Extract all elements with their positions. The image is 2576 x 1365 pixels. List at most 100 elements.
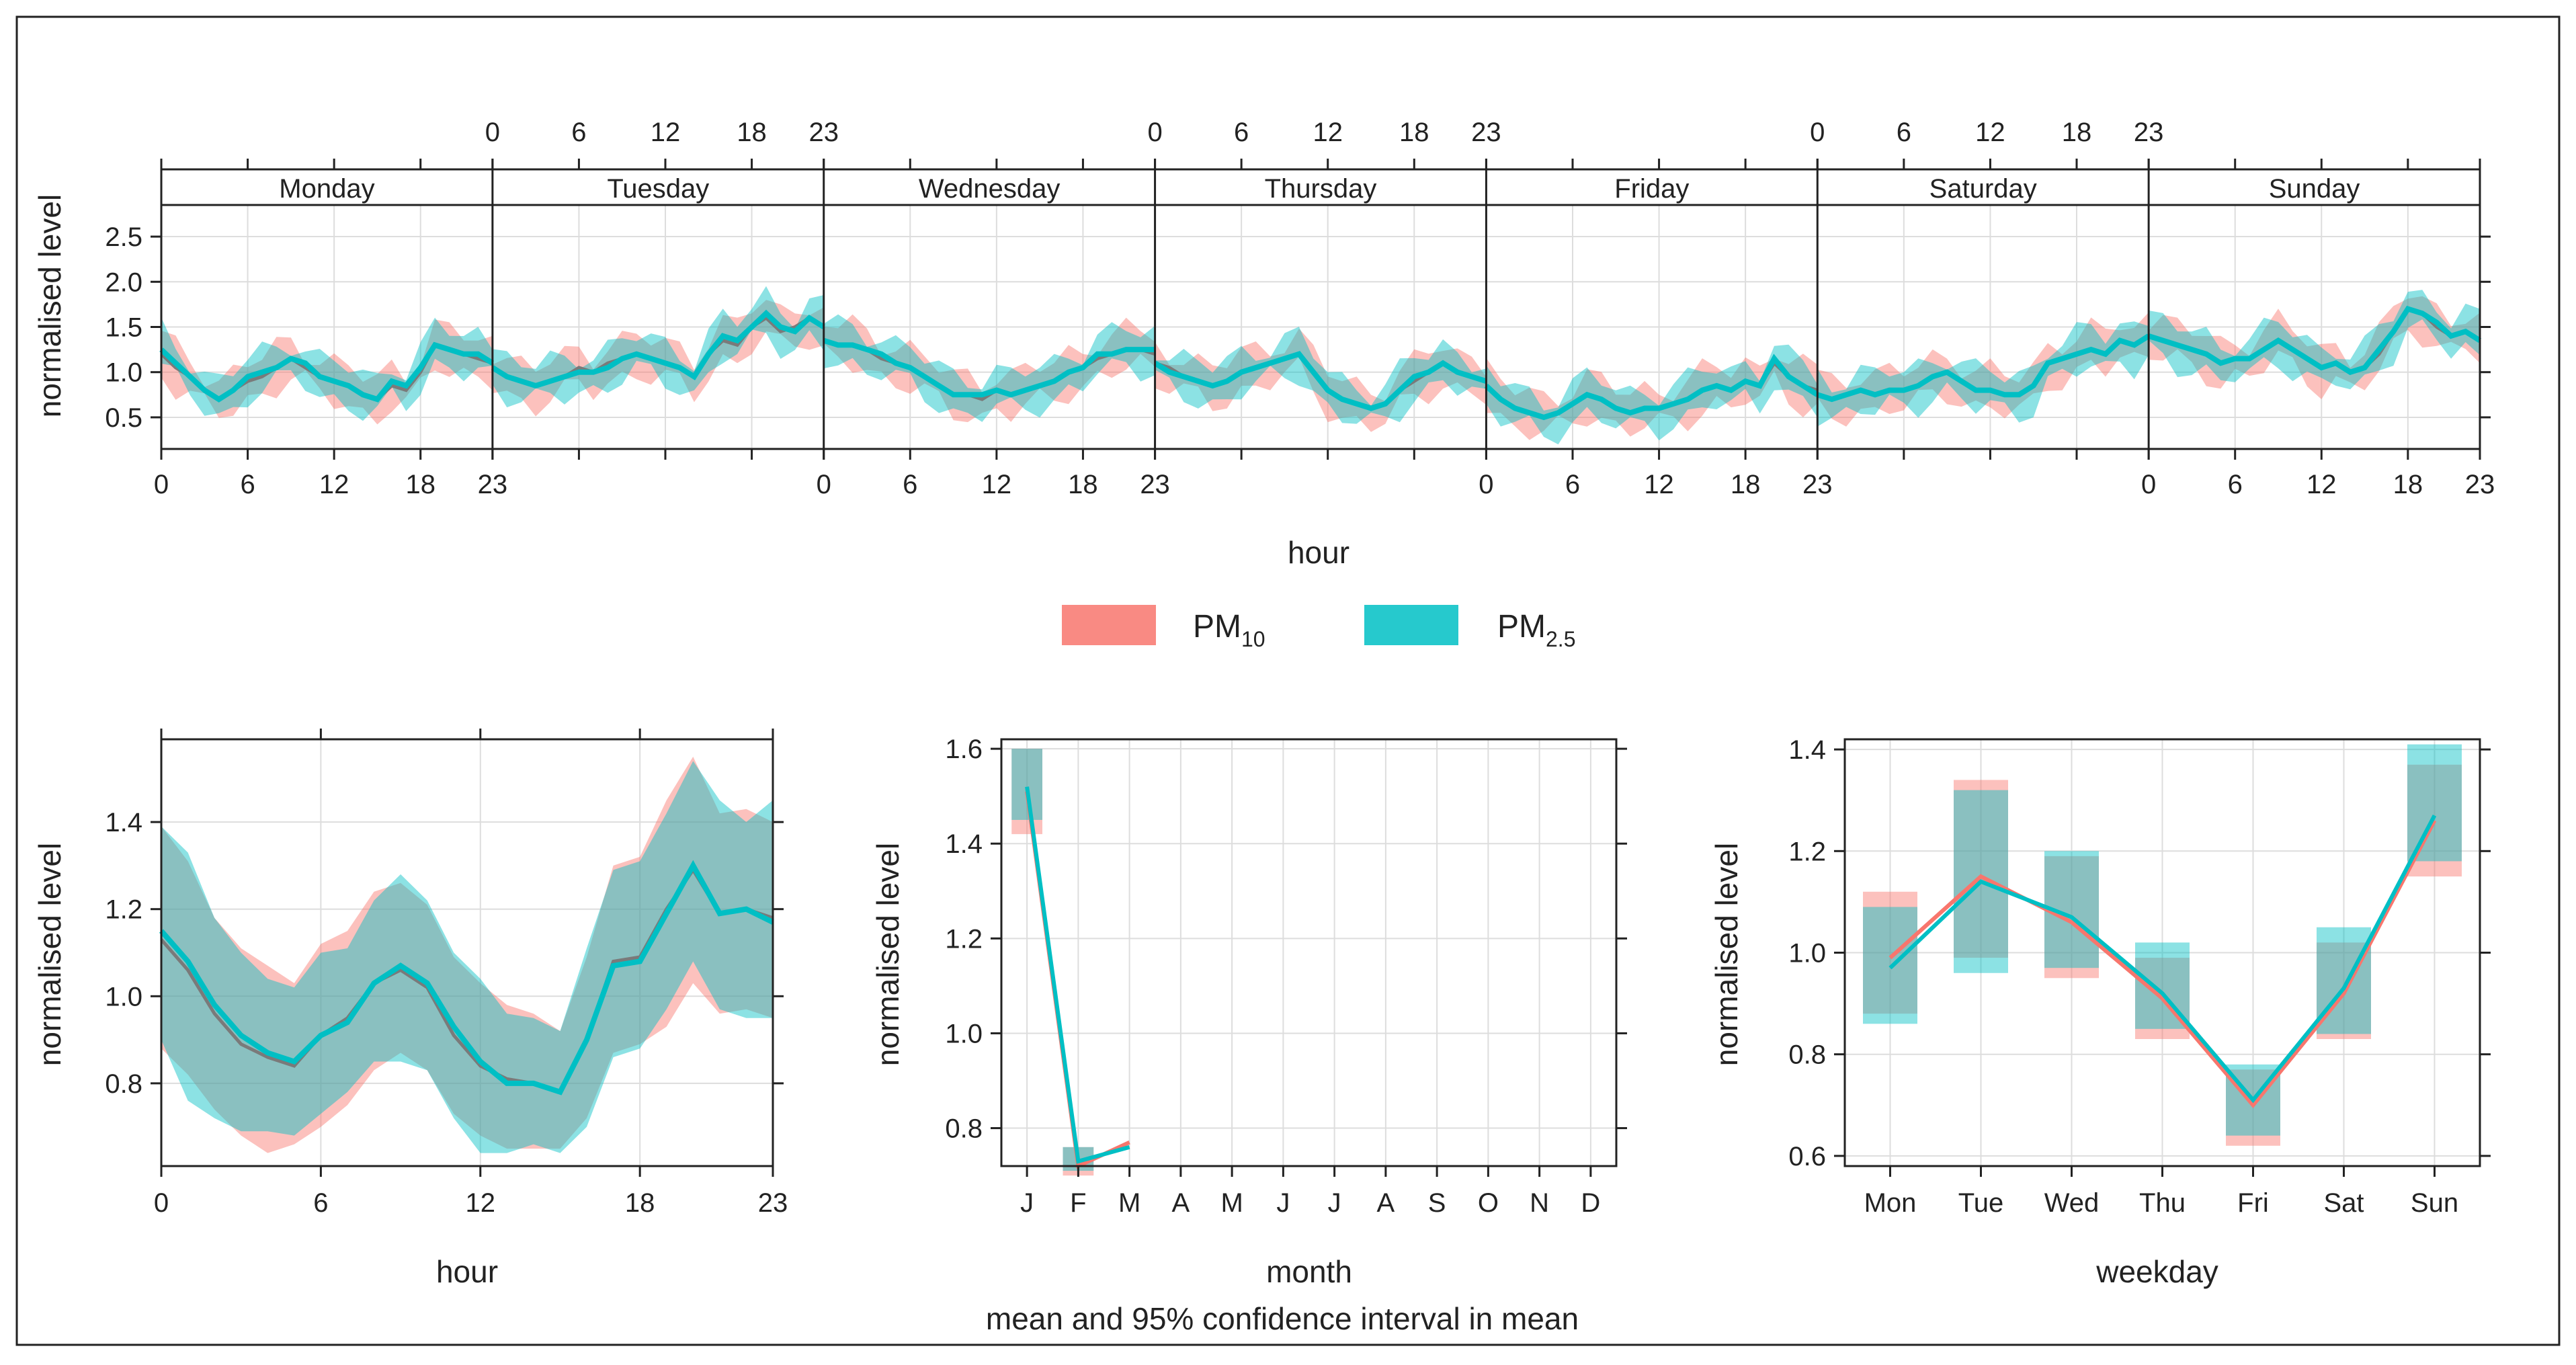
- month-y-tick-label: 1.4: [945, 829, 983, 859]
- top-x-tick-label-upper: 23: [808, 118, 839, 147]
- top-x-tick-label: 0: [2141, 470, 2156, 499]
- top-panel: Monday Tuesday Wednesday Thursday Friday Satu…: [105, 118, 2495, 499]
- top-y-axis-label: normalised level: [32, 194, 67, 417]
- weekday-ci-box-pm25: [2407, 744, 2462, 862]
- weekday-x-tick-label: Sat: [2323, 1188, 2364, 1218]
- weekday-x-axis-label: weekday: [2095, 1254, 2218, 1289]
- top-x-tick-label-upper: 0: [1147, 118, 1162, 147]
- top-x-tick-label-upper: 12: [1313, 118, 1343, 147]
- month-y-axis-label: normalised level: [870, 843, 905, 1066]
- month-y-tick-label: 1.0: [945, 1019, 983, 1048]
- weekday-y-tick-label: 1.2: [1788, 837, 1826, 866]
- month-x-tick-label: O: [1478, 1188, 1499, 1218]
- hour-x-tick-label: 6: [313, 1188, 328, 1218]
- weekday-x-tick-label: Fri: [2237, 1188, 2269, 1218]
- month-x-tick-label: M: [1118, 1188, 1140, 1218]
- top-x-tick-label-upper: 0: [1810, 118, 1825, 147]
- top-ci-band-pm25: [492, 286, 824, 408]
- month-panel: 0.81.01.21.41.6J F M A M J J A S O N D: [945, 735, 1627, 1218]
- top-x-tick-label: 23: [1802, 470, 1833, 499]
- top-ci-band-pm10: [823, 314, 1155, 423]
- hour-y-tick-label: 1.2: [105, 895, 142, 925]
- hour-ci-band-pm10: [161, 756, 773, 1153]
- month-mean-line-pm25: [1025, 786, 1130, 1164]
- top-panel-frame: [160, 168, 2481, 450]
- top-mean-line-pm25: [2147, 305, 2482, 376]
- top-ci-band-pm25: [1486, 344, 1818, 445]
- legend-label-pm10: PM10: [1193, 609, 1265, 651]
- top-ci-band-pm25: [2149, 290, 2480, 390]
- top-x-tick-label: 23: [478, 470, 508, 499]
- weekday-x-tick-label: Tue: [1958, 1188, 2003, 1218]
- month-x-tick-label: A: [1172, 1188, 1190, 1218]
- top-x-tick-label: 0: [1479, 470, 1493, 499]
- month-x-axis-label: month: [1266, 1254, 1352, 1289]
- top-x-tick-label-upper: 23: [2134, 118, 2164, 147]
- top-ci-band-pm25: [161, 317, 493, 421]
- month-x-tick-label: N: [1530, 1188, 1549, 1218]
- weekday-y-tick-label: 1.0: [1788, 939, 1826, 968]
- day-strip-label: Saturday: [1929, 174, 2037, 204]
- hour-x-tick-label: 12: [466, 1188, 496, 1218]
- hour-x-tick-label: 18: [625, 1188, 655, 1218]
- hour-y-tick-label: 1.4: [105, 808, 142, 837]
- legend-label-pm25: PM2.5: [1497, 609, 1575, 651]
- weekday-x-tick-label: Wed: [2044, 1188, 2100, 1218]
- top-x-tick-label-upper: 18: [2062, 118, 2092, 147]
- top-mean-line-pm25: [159, 341, 495, 403]
- top-x-tick-label: 6: [903, 470, 917, 499]
- top-x-tick-label: 18: [1068, 470, 1098, 499]
- hour-y-axis-label: normalised level: [32, 843, 67, 1066]
- hour-mean-line-pm25: [159, 860, 774, 1095]
- month-x-tick-label: D: [1581, 1188, 1600, 1218]
- top-x-tick-label: 23: [2465, 470, 2495, 499]
- top-ci-band-pm25: [1155, 327, 1487, 424]
- top-x-tick-label: 6: [2228, 470, 2243, 499]
- top-x-tick-label-upper: 18: [737, 118, 767, 147]
- top-mean-line-pm25: [491, 309, 825, 389]
- legend: PM10 PM2.5: [1062, 605, 1575, 651]
- month-panel-frame: [1000, 738, 1618, 1167]
- month-y-tick-label: 1.6: [945, 735, 983, 764]
- day-strip-label: Friday: [1614, 174, 1689, 204]
- month-x-tick-label: J: [1276, 1188, 1290, 1218]
- footnote: mean and 95% confidence interval in mean: [986, 1301, 1579, 1336]
- top-x-axis-label: hour: [1288, 535, 1349, 570]
- top-x-tick-label-upper: 6: [1234, 118, 1249, 147]
- month-x-tick-label: F: [1070, 1188, 1086, 1218]
- top-x-tick-label-upper: 12: [1975, 118, 2005, 147]
- weekday-x-tick-label: Mon: [1864, 1188, 1917, 1218]
- top-mean-line-pm25: [1817, 333, 2151, 403]
- top-y-tick-label: 2.5: [105, 222, 142, 252]
- weekday-y-axis-label: normalised level: [1709, 843, 1744, 1066]
- top-y-tick-label: 2.0: [105, 267, 142, 297]
- top-x-tick-label: 0: [154, 470, 169, 499]
- legend-swatch-pm10: [1062, 605, 1156, 645]
- day-strip-label: Monday: [279, 174, 374, 204]
- top-x-tick-label: 18: [1731, 470, 1761, 499]
- panels: Monday Tuesday Wednesday Thursday Friday Satu…: [105, 118, 2495, 1218]
- month-x-tick-label: J: [1020, 1188, 1034, 1218]
- top-x-tick-label: 12: [2307, 470, 2337, 499]
- top-mean-line-pm25: [1153, 351, 1487, 411]
- weekday-y-tick-label: 1.4: [1788, 735, 1826, 765]
- day-strip-label: Sunday: [2269, 174, 2360, 204]
- hour-x-tick-label: 23: [758, 1188, 788, 1218]
- top-x-tick-label: 6: [1565, 470, 1580, 499]
- top-x-tick-label-upper: 23: [1471, 118, 1501, 147]
- hour-panel-frame: [160, 738, 774, 1167]
- top-x-tick-label: 12: [319, 470, 349, 499]
- top-x-tick-label: 18: [2393, 470, 2423, 499]
- hour-y-tick-label: 0.8: [105, 1069, 142, 1099]
- month-ci-box-pm25: [1011, 749, 1042, 820]
- top-ci-band-pm25: [1817, 321, 2149, 427]
- top-x-tick-label: 12: [982, 470, 1012, 499]
- top-x-tick-label-upper: 0: [485, 118, 500, 147]
- top-x-tick-label: 6: [240, 470, 255, 499]
- top-mean-line-pm25: [823, 337, 1155, 398]
- weekday-y-tick-label: 0.8: [1788, 1040, 1826, 1070]
- legend-swatch-pm25: [1364, 605, 1458, 645]
- top-x-tick-label: 0: [817, 470, 831, 499]
